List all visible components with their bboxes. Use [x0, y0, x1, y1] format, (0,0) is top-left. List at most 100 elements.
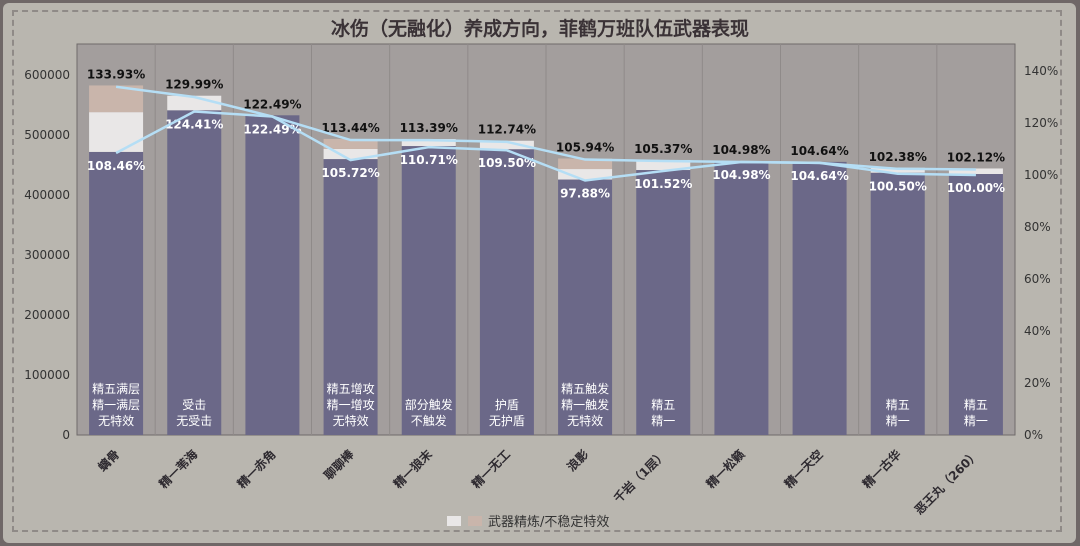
top-label: 104.98%	[712, 143, 770, 157]
low-label: 110.71%	[400, 153, 458, 167]
bar-refine	[870, 167, 925, 173]
low-label: 104.64%	[790, 169, 848, 183]
category-label: 精一天空	[781, 447, 826, 492]
legend-label: 武器精炼/不稳定特效	[488, 514, 609, 530]
bar-note: 精五	[964, 398, 988, 412]
low-label: 105.72%	[321, 166, 379, 180]
y-left-tick: 600000	[24, 68, 70, 82]
y-left-tick: 500000	[24, 128, 70, 142]
bar-base	[714, 161, 769, 435]
category-label: 精一无工	[468, 447, 513, 492]
top-label: 102.12%	[947, 150, 1005, 164]
low-label: 100.00%	[947, 181, 1005, 195]
bar-note: 精一触发	[561, 397, 609, 412]
bar-refine	[89, 112, 144, 152]
category-label: 精一松籁	[703, 447, 748, 492]
low-label: 101.52%	[634, 177, 692, 191]
bar-base	[479, 149, 534, 435]
bar-note: 精五	[886, 398, 910, 412]
y-right-tick: 120%	[1024, 116, 1058, 130]
bar-base	[89, 151, 144, 435]
bar-note: 无特效	[567, 413, 603, 428]
bar-note: 精五触发	[561, 381, 609, 396]
bar-note: 精一增攻	[327, 398, 375, 412]
legend-swatch-effect	[468, 516, 482, 526]
low-label: 104.98%	[712, 168, 770, 182]
y-right-tick: 140%	[1024, 64, 1058, 78]
bar-base	[636, 170, 691, 435]
top-label: 113.44%	[321, 121, 379, 135]
top-label: 104.64%	[790, 144, 848, 158]
bar-refine	[479, 140, 534, 150]
category-label: 聊聊棒	[321, 446, 358, 483]
y-right-tick: 0%	[1024, 428, 1043, 442]
category-label: 精一苇海	[156, 447, 201, 492]
bar-note: 精一	[651, 414, 675, 428]
bar-note: 精五满层	[92, 382, 140, 396]
category-label: 精一赤角	[234, 447, 279, 492]
bar-refine	[401, 139, 456, 147]
bar-note: 精一满层	[92, 398, 140, 412]
dashed-frame	[12, 10, 1062, 532]
bar-refine	[558, 169, 613, 180]
category-label: 精一狼末	[390, 446, 435, 491]
bar-refine	[948, 168, 1003, 174]
top-label: 112.74%	[478, 123, 536, 137]
top-label: 129.99%	[165, 78, 223, 92]
top-label: 133.93%	[87, 67, 145, 81]
y-left-tick: 400000	[24, 188, 70, 202]
top-label: 113.39%	[400, 121, 458, 135]
y-right-tick: 80%	[1024, 220, 1051, 234]
y-right-tick: 100%	[1024, 168, 1058, 182]
bar-note: 部分触发	[405, 397, 453, 412]
y-right-tick: 40%	[1024, 324, 1051, 338]
category-label: 精一古华	[859, 447, 904, 492]
bar-base	[948, 174, 1003, 435]
top-label: 102.38%	[869, 150, 927, 164]
bar-base	[401, 146, 456, 435]
bar-base	[870, 172, 925, 435]
bar-note: 精一	[886, 414, 910, 428]
bar-base	[167, 110, 222, 435]
bar-note: 不触发	[411, 413, 447, 428]
y-left-tick: 300000	[24, 248, 70, 262]
top-label: 105.94%	[556, 140, 614, 154]
bar-base	[558, 179, 613, 435]
bar-note: 无受击	[176, 414, 212, 428]
y-right-tick: 60%	[1024, 272, 1051, 286]
line-base-percent	[115, 110, 976, 182]
top-label: 105.37%	[634, 142, 692, 156]
bar-note: 无特效	[333, 413, 369, 428]
bar-effect	[323, 138, 378, 149]
legend-swatch-refine	[447, 516, 461, 526]
low-label: 124.41%	[165, 117, 223, 131]
bar-refine	[323, 148, 378, 160]
bar-effect	[558, 158, 613, 170]
bar-note: 护盾	[495, 398, 519, 412]
bar-refine	[636, 159, 691, 171]
bar-note: 精一	[964, 414, 988, 428]
top-label: 122.49%	[243, 97, 301, 111]
bar-note: 受击	[182, 398, 206, 412]
category-label: 千岩（1层）	[610, 447, 669, 506]
bar-note: 无护盾	[489, 414, 525, 428]
y-left-tick: 0	[62, 428, 70, 442]
category-label: 恶王丸（260）	[911, 447, 982, 518]
y-right-tick: 20%	[1024, 376, 1051, 390]
category-label: 浪影	[564, 447, 592, 475]
bar-base	[245, 115, 300, 436]
bar-note: 无特效	[98, 413, 134, 428]
bar-note: 精五增攻	[327, 382, 375, 396]
chart-title: 冰伤（无融化）养成方向，菲鹤万班队伍武器表现	[330, 18, 749, 40]
low-label: 97.88%	[560, 187, 610, 201]
bar-base	[323, 159, 378, 435]
bar-base	[792, 161, 847, 436]
y-left-tick: 200000	[24, 308, 70, 322]
category-label: 螭骨	[95, 447, 123, 475]
y-left-tick: 100000	[24, 368, 70, 382]
low-label: 109.50%	[478, 156, 536, 170]
low-label: 108.46%	[87, 159, 145, 173]
low-label: 100.50%	[869, 180, 927, 194]
bar-note: 精五	[651, 398, 675, 412]
